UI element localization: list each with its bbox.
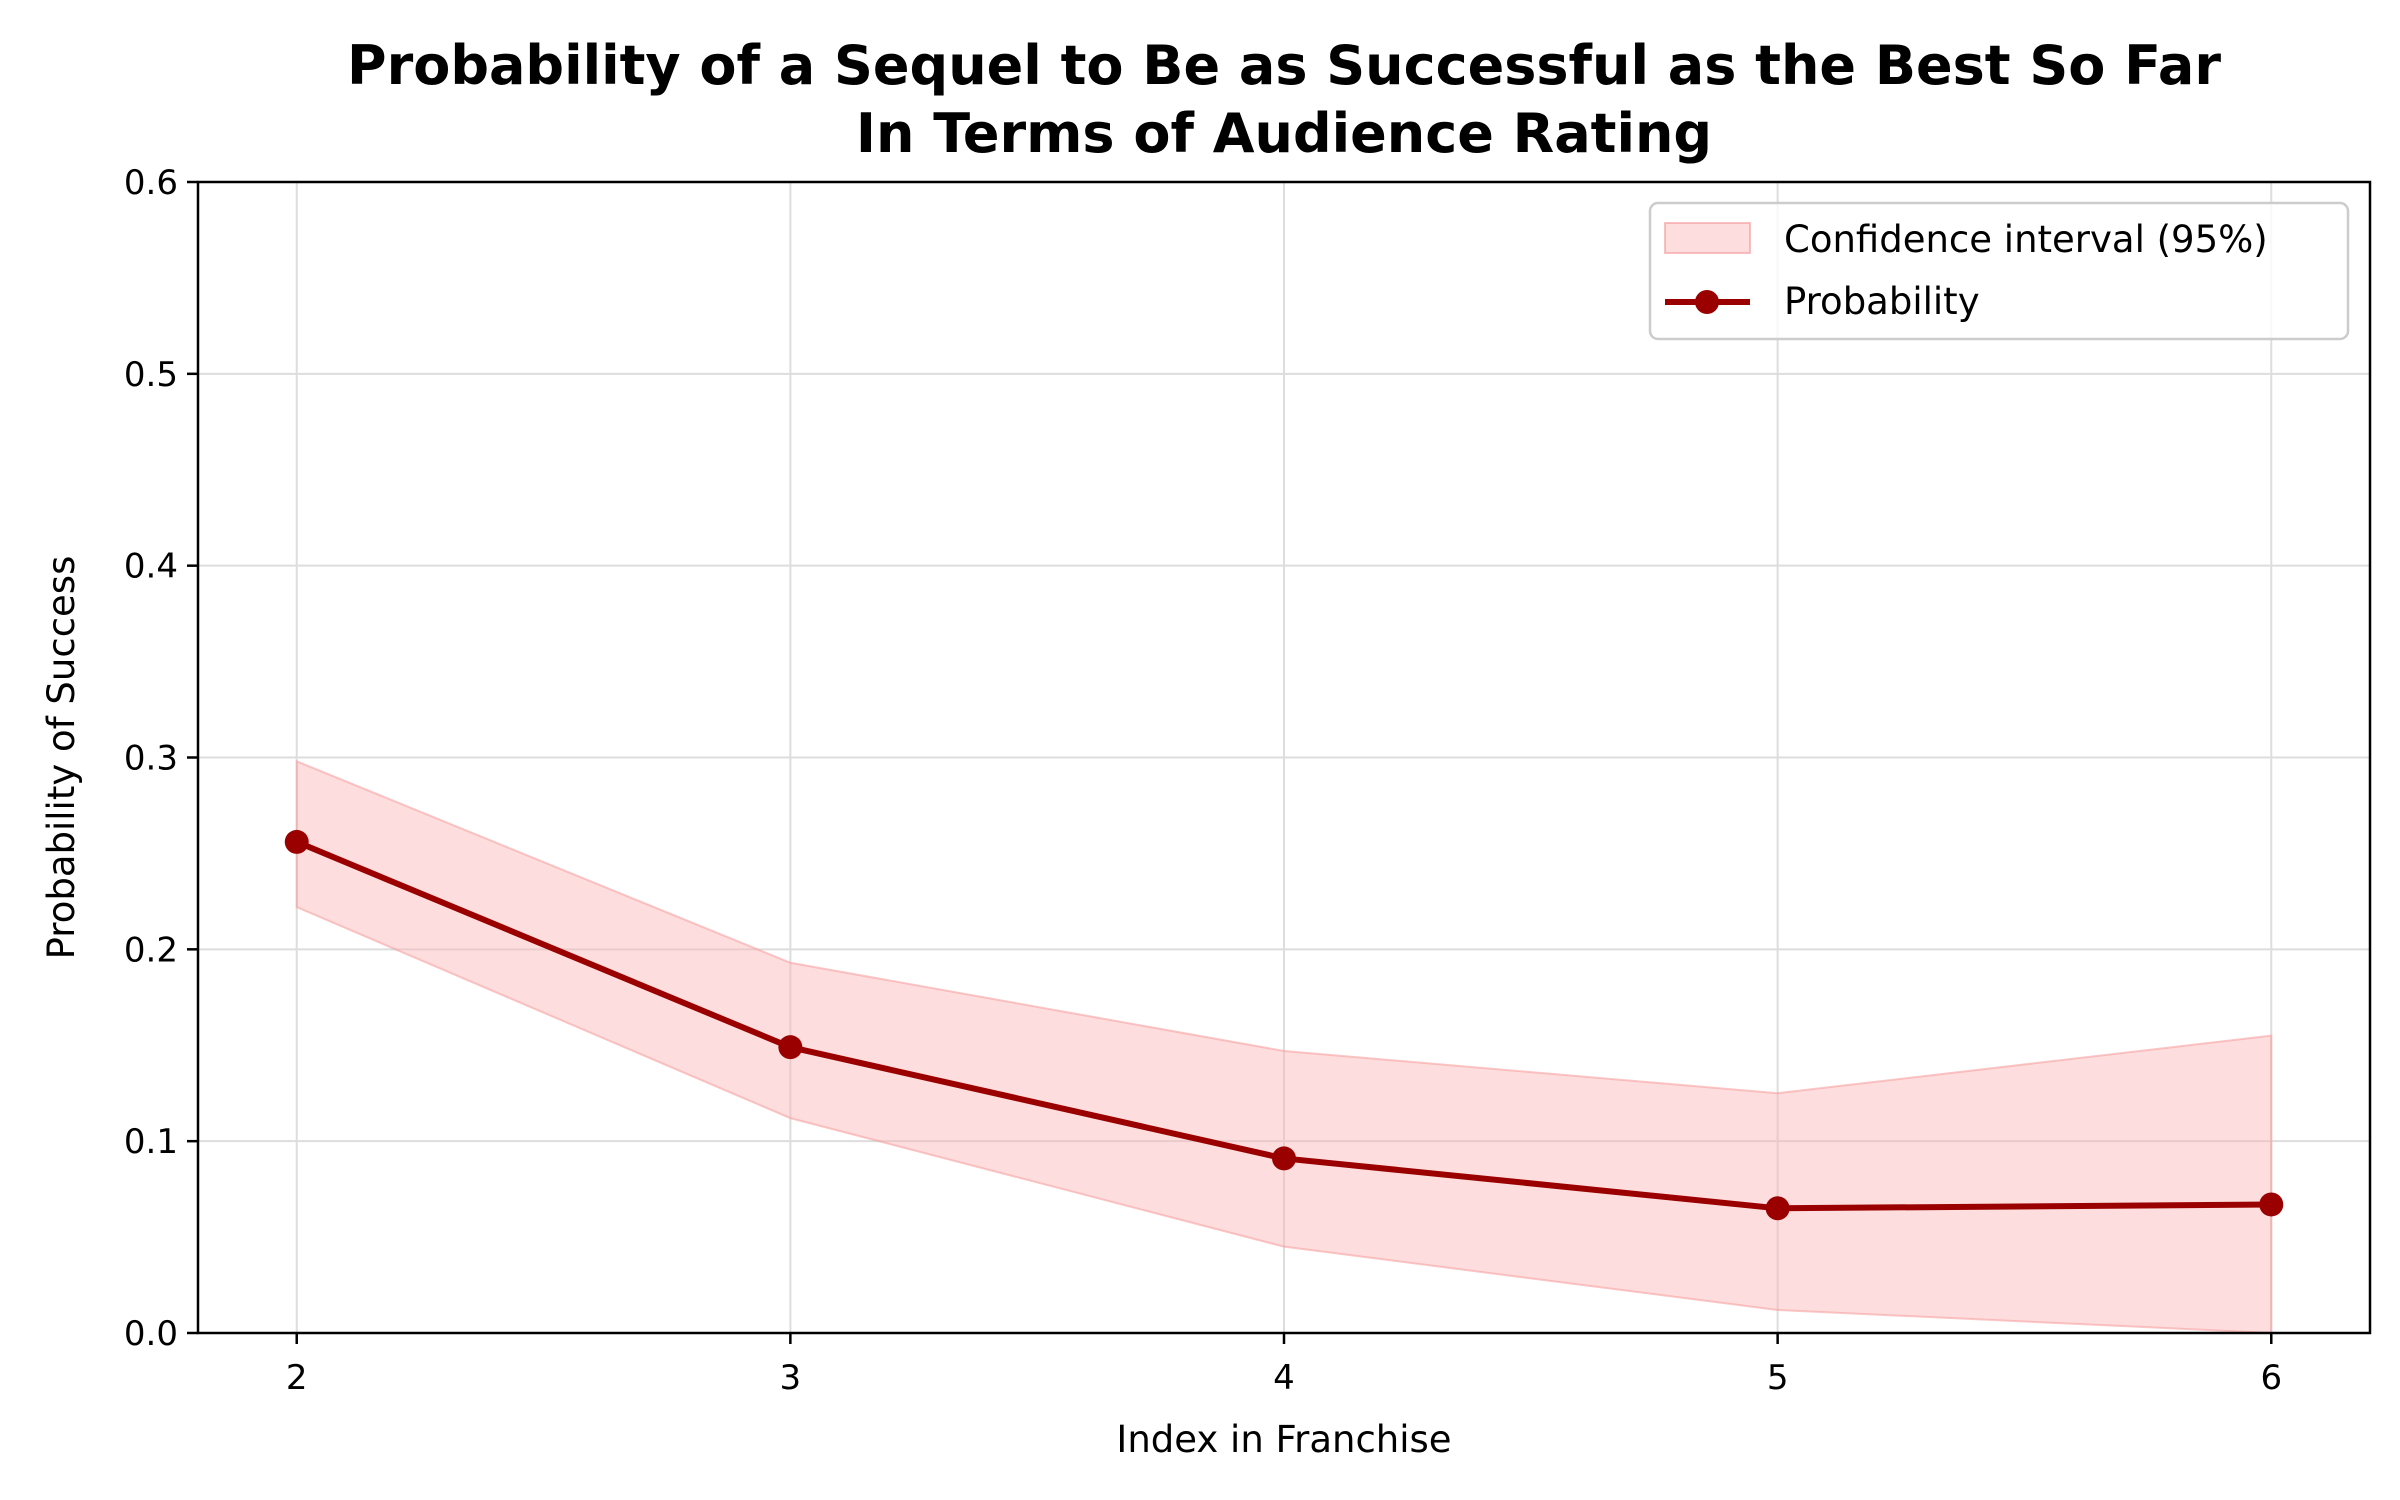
probability-point <box>778 1035 803 1060</box>
chart-title-line1: Probability of a Sequel to Be as Success… <box>347 34 2221 97</box>
y-tick-label: 0.0 <box>124 1314 178 1354</box>
x-tick-label: 2 <box>286 1358 308 1398</box>
x-axis-label: Index in Franchise <box>1116 1418 1451 1461</box>
y-tick-label: 0.4 <box>124 547 178 587</box>
y-tick-label: 0.2 <box>124 930 178 970</box>
y-tick-label: 0.1 <box>124 1122 178 1162</box>
x-tick-label: 6 <box>2260 1358 2282 1398</box>
axis-ticks: 2 3 4 5 6 0.0 0.1 0.2 0.3 0.4 0.5 0.6 <box>124 163 2282 1398</box>
probability-point <box>1765 1196 1790 1221</box>
y-axis-label: Probability of Success <box>40 556 83 960</box>
legend-band-swatch <box>1664 222 1751 254</box>
probability-line-layer <box>284 829 2284 1221</box>
probability-point <box>284 829 309 854</box>
probability-point <box>1272 1146 1296 1171</box>
y-tick-label: 0.5 <box>124 355 178 395</box>
y-tick-label: 0.6 <box>124 163 178 203</box>
chart-title-line2: In Terms of Audience Rating <box>856 102 1712 165</box>
x-tick-label: 5 <box>1767 1358 1789 1398</box>
legend-frame <box>1648 201 2350 341</box>
y-tick-label: 0.3 <box>124 739 178 779</box>
legend-line-label: Probability <box>1784 280 1980 323</box>
x-tick-label: 4 <box>1273 1358 1295 1398</box>
probability-point <box>2259 1192 2284 1217</box>
legend-band-label: Confidence interval (95%) <box>1784 218 2268 261</box>
legend-marker-swatch <box>1695 290 1719 314</box>
x-tick-label: 3 <box>780 1358 802 1398</box>
legend: Confidence interval (95%) Probability <box>1648 201 2350 341</box>
